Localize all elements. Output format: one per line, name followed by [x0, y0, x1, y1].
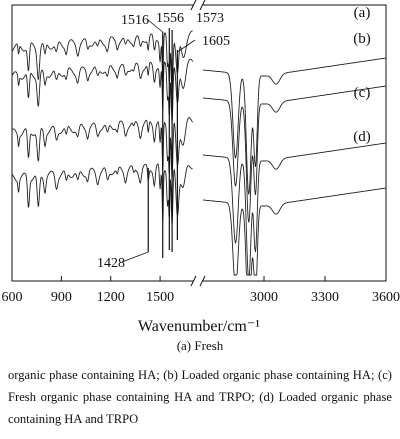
x-tick-label: 1200 — [97, 290, 125, 305]
series-line-d — [11, 163, 193, 225]
leader-1428 — [121, 251, 149, 263]
peak-label-1573: 1573 — [196, 11, 224, 26]
axis-break-slash — [190, 0, 197, 11]
x-axis-label: Wavenumber/cm⁻¹ — [138, 318, 260, 335]
leader-1605 — [177, 39, 196, 53]
series-line-d — [202, 187, 387, 276]
peak-markers: 1516 1556 1573 1605 1428 — [97, 11, 230, 271]
series-line-a — [202, 57, 387, 195]
peak-label-1516: 1516 — [121, 13, 149, 28]
series-line-b — [202, 85, 387, 223]
x-ticks — [11, 276, 387, 281]
series-labels: (a) (b) (c) (d) — [353, 5, 371, 145]
axis-break-gap — [194, 279, 202, 283]
series-label: (c) — [354, 85, 371, 101]
x-tick-label: 1500 — [146, 290, 174, 305]
series-line-a — [11, 30, 193, 95]
x-tick-label: 3600 — [372, 290, 400, 305]
series-label: (a) — [354, 5, 371, 21]
axis-break-slash — [199, 275, 206, 287]
axis-break — [190, 0, 206, 287]
peak-label-1428: 1428 — [97, 256, 125, 271]
series-line-c — [202, 142, 387, 276]
figure-caption: organic phase containing HA; (b) Loaded … — [8, 368, 392, 426]
axis-break-gap — [194, 3, 202, 7]
peak-label-1556: 1556 — [156, 11, 184, 26]
x-tick-label: 600 — [2, 290, 23, 305]
x-tick-labels: 600 900 1200 1500 3000 3300 3600 — [2, 290, 400, 305]
ftir-chart: 600 900 1200 1500 3000 3300 3600 (a)(b)(c)(d) … — [2, 0, 400, 335]
x-tick-label: 3000 — [250, 290, 278, 305]
x-tick-label: 900 — [51, 290, 72, 305]
series-group — [11, 30, 387, 276]
peak-label-1605: 1605 — [202, 34, 230, 49]
series-label: (d) — [353, 129, 371, 145]
x-tick-label: 3300 — [311, 290, 339, 305]
axis-break-slash — [199, 0, 206, 11]
axis-break-slash — [190, 275, 197, 287]
subcaption: (a) Fresh — [176, 338, 224, 353]
series-label: (b) — [353, 31, 371, 47]
leader-1516 — [147, 19, 163, 33]
